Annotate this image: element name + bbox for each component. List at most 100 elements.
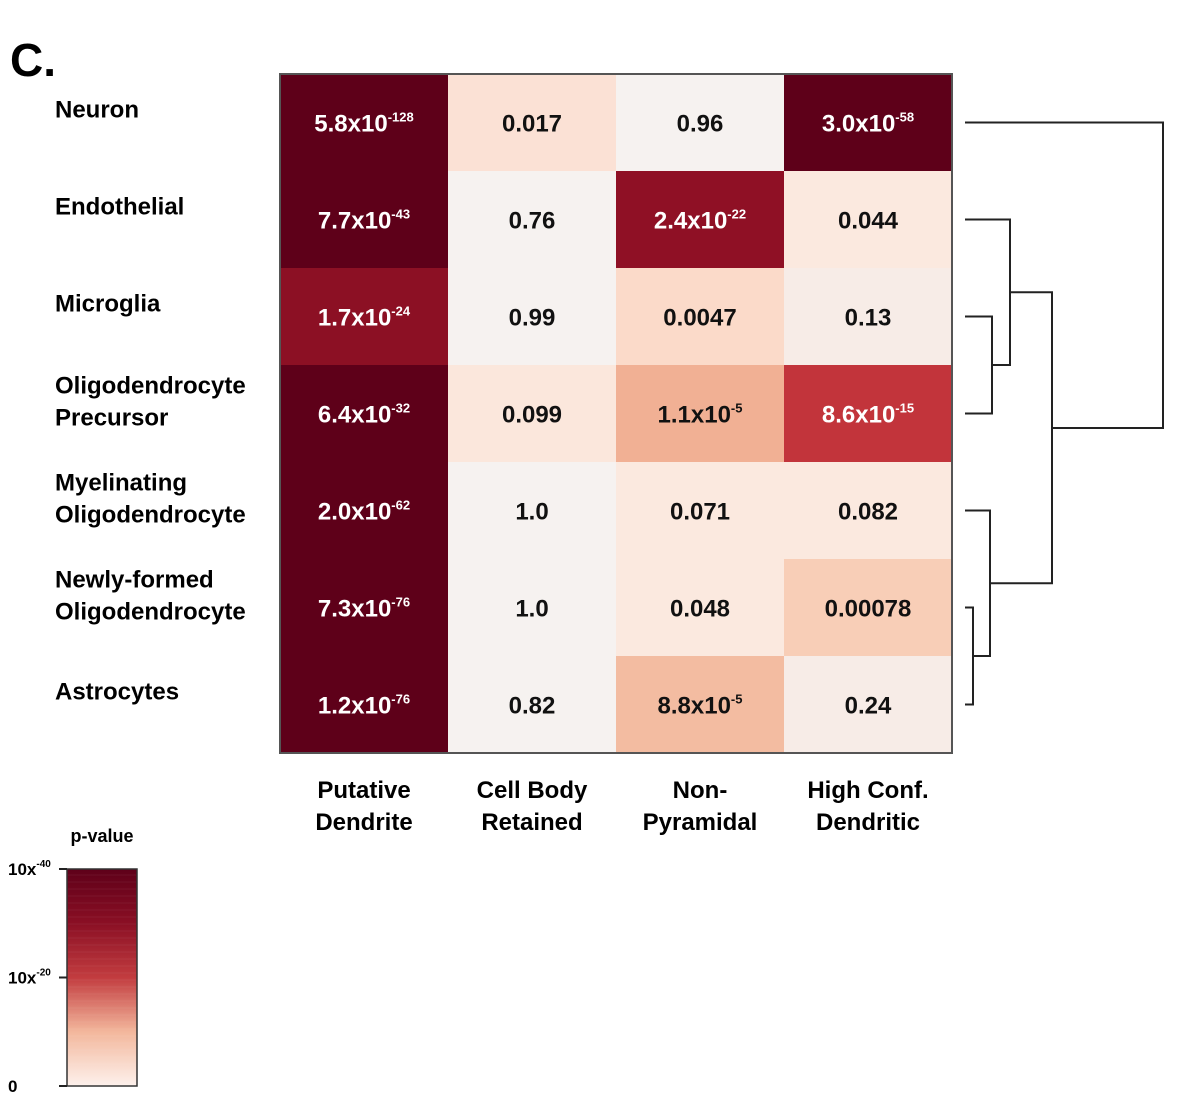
cell-mantissa: 5.8x10 bbox=[314, 111, 387, 138]
cell-mantissa: 7.7x10 bbox=[318, 208, 391, 235]
cell-value: 0.099 bbox=[502, 402, 562, 429]
heatmap-cell-r2-c2 bbox=[616, 268, 784, 365]
heatmap-cell-r0-c1 bbox=[448, 74, 616, 171]
panel-label: C. bbox=[10, 34, 56, 86]
column-labels: Putative Dendrite Cell Body Retained Non- Pyr… bbox=[315, 777, 928, 836]
row-label: Astrocytes bbox=[55, 679, 179, 706]
heatmap-frame bbox=[279, 73, 953, 754]
cell-exponent: -32 bbox=[391, 401, 410, 416]
heatmap-cell-r1-c1 bbox=[448, 171, 616, 268]
cell-value: 2.4x10-22 bbox=[654, 207, 746, 235]
row-label: Oligodendrocyte bbox=[55, 373, 246, 400]
cell-mantissa: 7.3x10 bbox=[318, 596, 391, 623]
column-label: Cell Body bbox=[477, 777, 588, 804]
cell-mantissa: 8.6x10 bbox=[822, 402, 895, 429]
dendrogram-branch bbox=[965, 121, 1164, 429]
heatmap-cell-r1-c3 bbox=[784, 171, 952, 268]
cell-value: 1.0 bbox=[515, 596, 548, 623]
column-label: Dendritic bbox=[816, 809, 920, 836]
heatmap-cell-r4-c0 bbox=[280, 462, 448, 559]
column-label: Non- bbox=[673, 777, 728, 804]
row-labels: Neuron Endothelial Microglia Oligodendrocyt… bbox=[55, 97, 246, 706]
cell-value: 6.4x10-32 bbox=[318, 401, 410, 429]
heatmap-cell-r1-c2 bbox=[616, 171, 784, 268]
cell-value: 0.071 bbox=[670, 499, 730, 526]
row-label: Newly-formed bbox=[55, 567, 214, 594]
row-label: Microglia bbox=[55, 291, 161, 318]
cell-value: 0.13 bbox=[845, 305, 892, 332]
row-label: Myelinating bbox=[55, 470, 187, 497]
heatmap-cell-r2-c1 bbox=[448, 268, 616, 365]
cell-exponent: -128 bbox=[388, 110, 414, 125]
cell-value: 7.7x10-43 bbox=[318, 207, 410, 235]
cell-value: 0.0047 bbox=[663, 305, 736, 332]
legend-tick-label: 10x-40 bbox=[8, 859, 51, 879]
row-label: Endothelial bbox=[55, 194, 184, 221]
cell-value: 1.7x10-24 bbox=[318, 304, 411, 332]
cell-exponent: -24 bbox=[391, 304, 411, 319]
heatmap-cell-r4-c3 bbox=[784, 462, 952, 559]
cell-value: 0.76 bbox=[509, 208, 556, 235]
cell-mantissa: 1.2x10 bbox=[318, 693, 391, 720]
row-dendrogram bbox=[965, 121, 1164, 706]
cell-value: 1.2x10-76 bbox=[318, 692, 410, 720]
column-label: Putative bbox=[317, 777, 410, 804]
heatmap-cell-r2-c3 bbox=[784, 268, 952, 365]
heatmap-cell-r3-c1 bbox=[448, 365, 616, 462]
heatmap-cell-r5-c1 bbox=[448, 559, 616, 656]
heatmap-cell-r6-c2 bbox=[616, 656, 784, 753]
cell-value: 0.82 bbox=[509, 693, 556, 720]
heatmap-cell-r0-c0 bbox=[280, 74, 448, 171]
heatmap-cell-r6-c0 bbox=[280, 656, 448, 753]
cell-exponent: -58 bbox=[895, 110, 914, 125]
heatmap-cell-r3-c0 bbox=[280, 365, 448, 462]
heatmap-cell-r0-c2 bbox=[616, 74, 784, 171]
cell-mantissa: 1.7x10 bbox=[318, 305, 391, 332]
cell-mantissa: 2.4x10 bbox=[654, 208, 727, 235]
cell-value: 7.3x10-76 bbox=[318, 595, 410, 623]
heatmap-cell-r6-c1 bbox=[448, 656, 616, 753]
dendrogram-branch bbox=[990, 291, 1053, 585]
heatmap-cell-r5-c3 bbox=[784, 559, 952, 656]
cell-value: 5.8x10-128 bbox=[314, 110, 413, 138]
cell-exponent: -5 bbox=[731, 401, 743, 416]
heatmap-cell-r1-c0 bbox=[280, 171, 448, 268]
heatmap-cell-r2-c0 bbox=[280, 268, 448, 365]
legend-title: p-value bbox=[70, 826, 133, 846]
cell-mantissa: 1.1x10 bbox=[658, 402, 731, 429]
dendrogram-branch bbox=[965, 509, 991, 657]
cell-mantissa: 2.0x10 bbox=[318, 499, 391, 526]
cell-value: 0.96 bbox=[677, 111, 724, 138]
cell-exponent: -22 bbox=[727, 207, 746, 222]
cell-value: 0.017 bbox=[502, 111, 562, 138]
dendrogram-branch bbox=[965, 606, 974, 706]
legend-tick-exponent: -40 bbox=[36, 859, 51, 870]
column-label: Dendrite bbox=[315, 809, 412, 836]
column-label: Retained bbox=[481, 809, 582, 836]
cell-exponent: -43 bbox=[391, 207, 410, 222]
heatmap-cell-r4-c2 bbox=[616, 462, 784, 559]
row-label: Precursor bbox=[55, 405, 168, 432]
heatmap-cell-r6-c3 bbox=[784, 656, 952, 753]
row-label: Oligodendrocyte bbox=[55, 502, 246, 529]
legend-tick-label: 0 bbox=[8, 1077, 17, 1096]
cell-value: 0.24 bbox=[845, 693, 892, 720]
cell-value: 8.6x10-15 bbox=[822, 401, 914, 429]
cell-exponent: -62 bbox=[391, 498, 410, 513]
legend-color-bar bbox=[66, 868, 138, 1087]
cell-value: 8.8x10-5 bbox=[658, 692, 743, 720]
legend-tick-mantissa: 10x bbox=[8, 969, 37, 988]
cell-exponent: -15 bbox=[895, 401, 914, 416]
cell-mantissa: 3.0x10 bbox=[822, 111, 895, 138]
cell-exponent: -76 bbox=[391, 692, 410, 707]
heatmap-cells: 5.8x10-128 0.017 0.96 3.0x10-58 7.7x10-43 0.7… bbox=[280, 74, 952, 753]
cell-value: 0.048 bbox=[670, 596, 730, 623]
row-label: Neuron bbox=[55, 97, 139, 124]
cell-mantissa: 6.4x10 bbox=[318, 402, 391, 429]
legend-tick-label: 10x-20 bbox=[8, 968, 51, 988]
heatmap-cell-r4-c1 bbox=[448, 462, 616, 559]
dendrogram-branch bbox=[965, 218, 1011, 366]
cell-value: 0.00078 bbox=[825, 596, 912, 623]
cell-value: 1.1x10-5 bbox=[658, 401, 743, 429]
